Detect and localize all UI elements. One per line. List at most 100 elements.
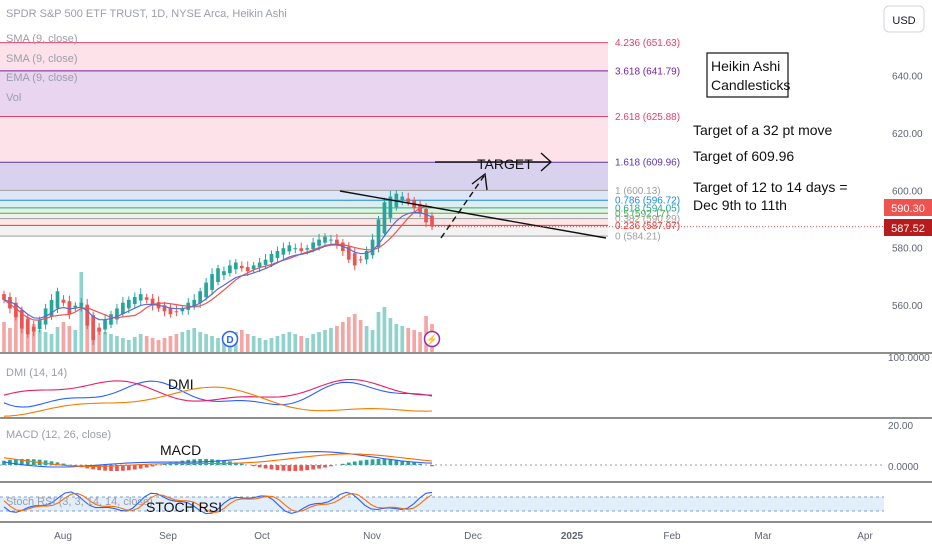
macd-histogram-bar: [382, 459, 387, 465]
macd-histogram-bar: [91, 465, 96, 470]
candle-body: [287, 245, 292, 252]
currency-button[interactable]: USD: [883, 5, 925, 33]
macd-line: [3, 451, 433, 468]
candle-body: [132, 296, 137, 305]
candle-body: [109, 314, 113, 325]
candle-body: [281, 248, 286, 255]
price-tick: 580.00: [892, 244, 923, 255]
candle-body: [67, 301, 72, 315]
fib-label: 0.382 (590.29): [615, 214, 680, 225]
time-tick: 2025: [561, 531, 584, 542]
volume-bar: [257, 338, 262, 352]
earnings-marker[interactable]: ⚡: [423, 330, 441, 348]
note-target: Target of 609.96: [693, 148, 794, 164]
macd-histogram-bar: [281, 465, 286, 471]
candle-body: [19, 309, 24, 329]
price-tick: 600.00: [892, 186, 923, 197]
candle-body: [376, 219, 381, 248]
dividend-icon: D: [226, 335, 233, 346]
macd-histogram-bar: [305, 465, 310, 471]
candle-body: [424, 208, 428, 223]
volume-bar: [340, 322, 345, 352]
annotation-box-line-2: Candlesticks: [711, 77, 790, 93]
volume-bar: [109, 334, 113, 352]
macd-axis-tick-zero: 0.0000: [888, 462, 919, 473]
volume-bar: [126, 340, 131, 352]
indicator-label-volume[interactable]: Vol: [6, 92, 21, 104]
candle-body: [8, 296, 12, 309]
volume-bar: [412, 330, 417, 352]
candle-body: [263, 259, 268, 265]
candle-body: [239, 265, 244, 269]
volume-bar: [269, 338, 274, 352]
macd-histogram-bar: [406, 461, 411, 465]
volume-bar: [2, 322, 6, 352]
volume-bar: [67, 326, 72, 352]
candle-body: [103, 319, 107, 330]
time-tick: Feb: [663, 531, 681, 542]
candle-body: [192, 299, 197, 307]
macd-histogram-bar: [352, 461, 357, 465]
macd-histogram-bar: [49, 461, 54, 465]
volume-bar: [156, 340, 161, 352]
volume-bar: [132, 337, 137, 352]
drawings: [339, 152, 884, 239]
adx-line: [3, 386, 433, 417]
projection-arrow: [440, 175, 485, 239]
volume-bar: [370, 330, 375, 352]
candle-body: [115, 308, 119, 320]
volume-bar: [287, 332, 292, 352]
dividend-marker[interactable]: D: [221, 330, 239, 348]
macd-axis-tick-top: 20.00: [888, 421, 913, 432]
time-tick: Apr: [857, 531, 873, 542]
macd-title[interactable]: MACD (12, 26, close): [6, 429, 111, 441]
volume-bar: [352, 314, 357, 352]
macd-histogram-bar: [257, 465, 262, 468]
fib-band: [0, 225, 608, 237]
macd-label: MACD: [160, 442, 201, 458]
volume-bar: [103, 332, 107, 352]
fib-band: [0, 218, 608, 226]
indicator-label-sma-2[interactable]: SMA (9, close): [6, 53, 78, 65]
time-tick: Oct: [254, 531, 270, 542]
macd-histogram-bar: [103, 465, 107, 471]
fib-band: [0, 213, 608, 219]
fib-levels: 4.236 (651.63) 3.618 (641.79) 2.618 (625.8…: [0, 38, 680, 243]
macd-histogram-bar: [370, 459, 375, 465]
macd-histogram-bar: [400, 460, 405, 465]
volume-bar: [382, 307, 387, 352]
indicator-label-sma-1[interactable]: SMA (9, close): [6, 33, 78, 45]
signal-line: [3, 453, 433, 467]
stoch-band: [0, 497, 884, 511]
volume-bar: [388, 318, 393, 352]
macd-histogram-bar: [311, 465, 315, 470]
candle-body: [364, 251, 369, 260]
volume-bar: [150, 338, 155, 352]
candle-body: [329, 239, 333, 241]
candle-body: [323, 236, 327, 243]
volume-bar: [263, 340, 268, 352]
volume-bar: [180, 332, 185, 352]
macd-histogram-bar: [239, 463, 244, 465]
candle-body: [61, 299, 66, 303]
macd-histogram-bar: [210, 459, 214, 465]
macd-histogram-bar: [340, 463, 345, 465]
volume-bar: [8, 328, 12, 352]
note-days: Target of 12 to 14 days =: [693, 179, 848, 195]
macd-histogram-bar: [299, 465, 304, 471]
volume-bar: [115, 336, 119, 352]
macd-histogram-bar: [97, 465, 101, 471]
fib-band: [0, 200, 608, 208]
indicator-label-ema[interactable]: EMA (9, close): [6, 72, 78, 84]
macd-histogram-bar: [132, 465, 137, 470]
macd-histogram-bar: [418, 463, 422, 465]
candle-body: [406, 198, 411, 203]
annotation-box[interactable]: [706, 52, 789, 98]
volume-bar: [406, 328, 411, 352]
macd-histogram-bar: [388, 459, 393, 465]
candle-body: [352, 253, 357, 266]
dmi-title[interactable]: DMI (14, 14): [6, 367, 67, 379]
macd-histogram-bar: [275, 465, 280, 471]
stoch-title[interactable]: Stoch RSI (3, 3, 14, 14, close): [6, 496, 153, 508]
